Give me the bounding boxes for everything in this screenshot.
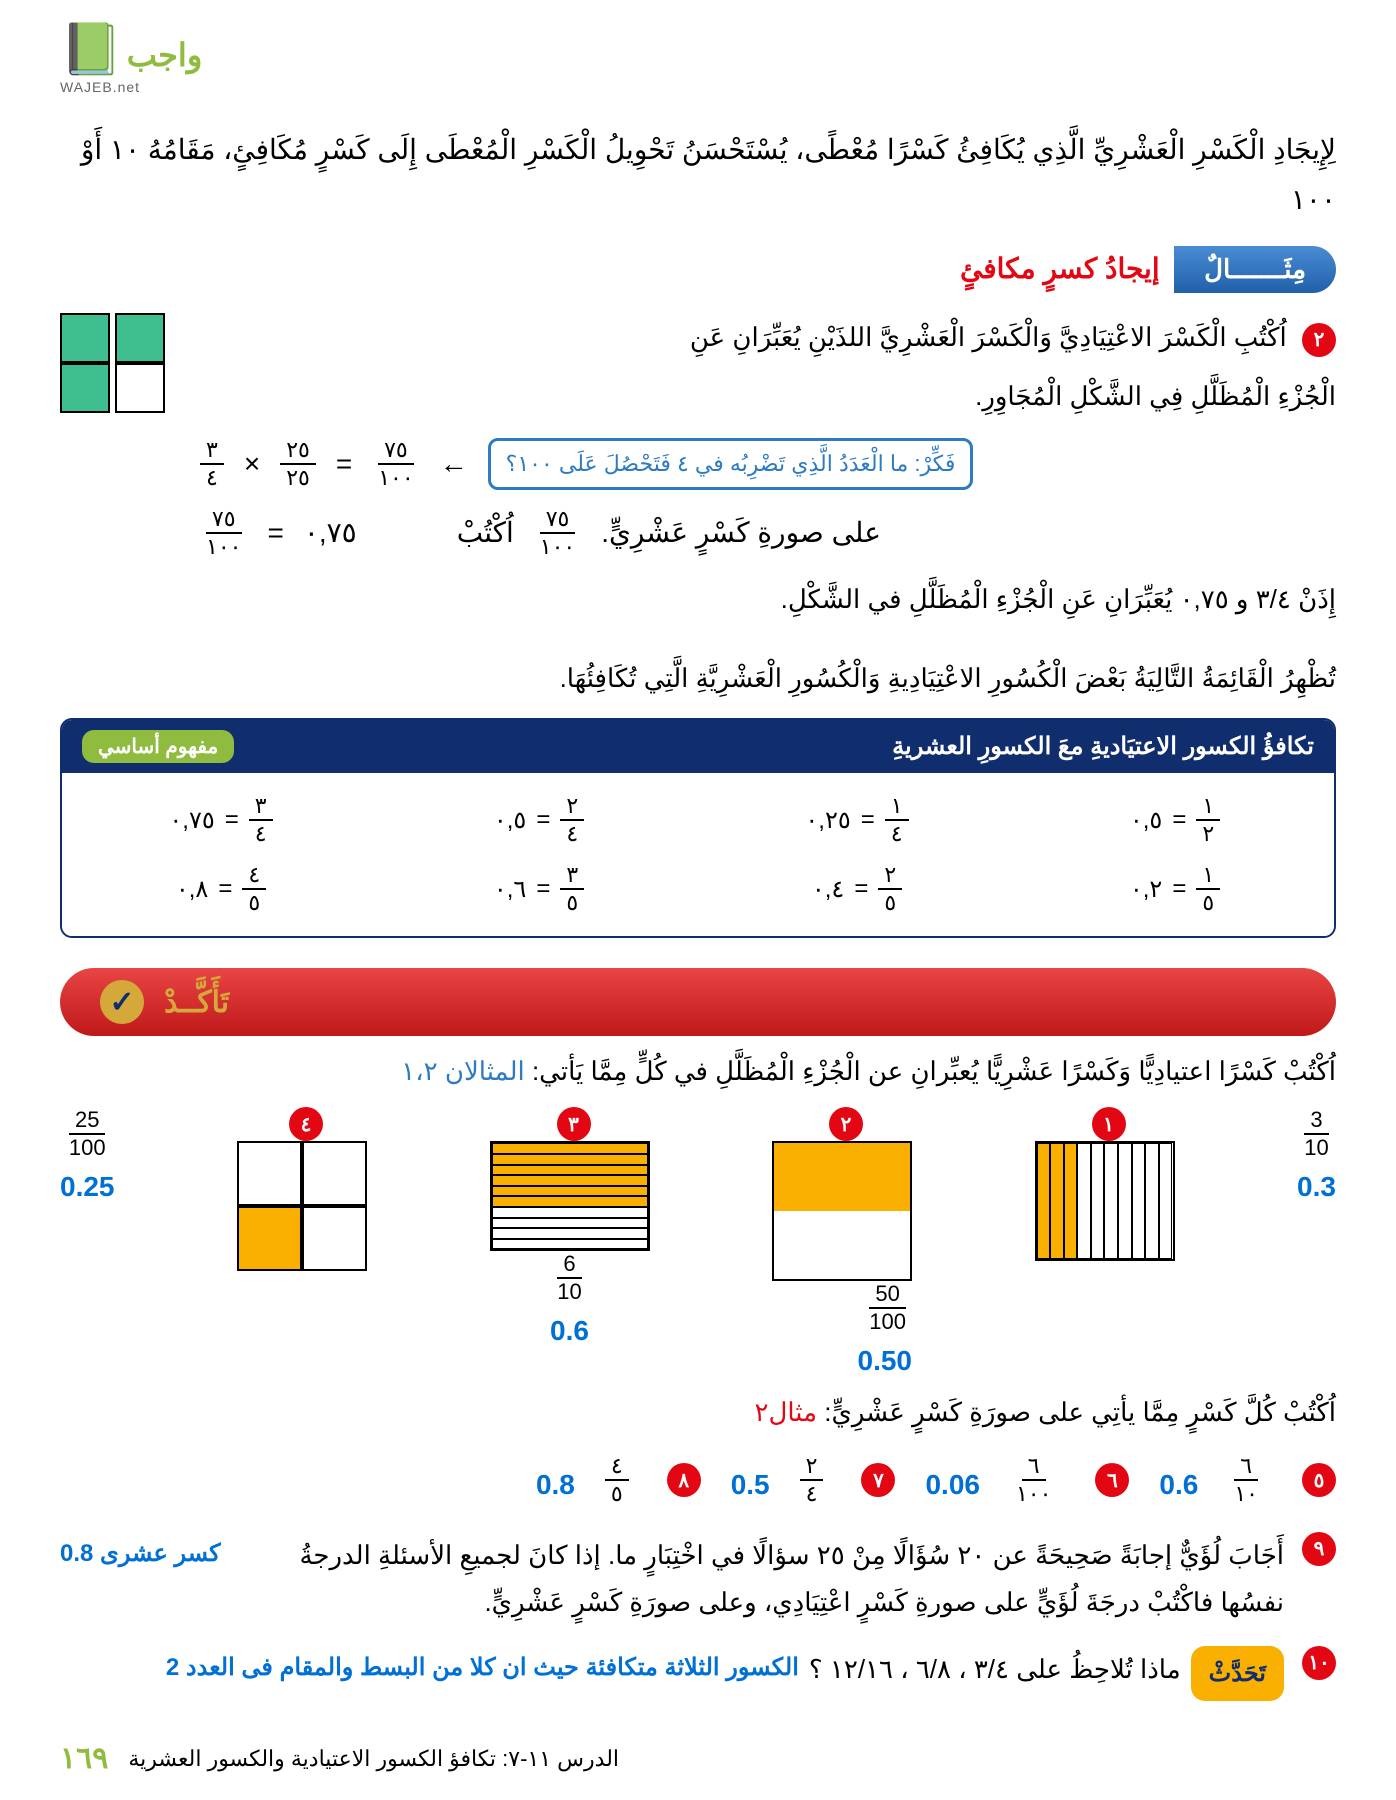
exercises-1: 25100 0.25 ٤ ٣ 610 0.6 ٢ 50100 0.50 ١ 31… xyxy=(60,1107,1336,1377)
table-title: تكافؤُ الكسور الاعتيَاديةِ معَ الكسورِ ا… xyxy=(892,732,1314,761)
talk-answer: الكسور الثلاثة متكافئة حيث ان كلا من الب… xyxy=(166,1646,799,1689)
ex-header-2: اُكْتُبْ كُلَّ كَسْرٍ مِمَّا يأتِي على ص… xyxy=(60,1397,1336,1428)
checkmark-icon: ✓ xyxy=(100,980,144,1024)
ex2-shape: ٢ 50100 0.50 xyxy=(772,1107,912,1377)
example-title: إيجادُ كسرٍ مكافئٍ xyxy=(960,252,1160,285)
example-2-block: ٢ اُكْتُبِ الْكَسْرَ الاعْتِيَادِيَّ وَا… xyxy=(60,313,1336,634)
talk-10: ١٠ تَحَدَّثْ ماذا تُلاحِظُ على ٣/٤ ، ٦/٨… xyxy=(60,1646,1336,1701)
ex2-calc: فَكِّرْ: ما الْعَدَدُ الَّذِي تَضْرِبُه … xyxy=(200,437,1336,491)
ex-header-1: اُكْتُبْ كَسْرًا اعتيادِيًّا وَكَسْرًا ع… xyxy=(60,1056,1336,1087)
logo-en: WAJEB.net xyxy=(60,79,1336,95)
ex1-ans: 310 0.3 xyxy=(1297,1107,1336,1203)
badge-10: ١٠ xyxy=(1302,1646,1336,1680)
talk-label: تَحَدَّثْ xyxy=(1191,1646,1284,1701)
badge-2: ٢ xyxy=(1302,323,1336,357)
ex3-shape: ٣ 610 0.6 xyxy=(490,1107,650,1347)
wp-answer: كسر عشرى 0.8 xyxy=(60,1532,221,1575)
book-icon: 📗 xyxy=(60,20,122,79)
exercises-2: ٥ ٦١٠ 0.6 ٦ ٦١٠٠ 0.06 ٧ ٢٤ 0.5 ٨ ٤٥ 0.8 xyxy=(60,1453,1336,1507)
ex2-line3: على صورةِ كَسْرٍ عَشْرِيٍّ. ٧٥١٠٠ اُكْتُ… xyxy=(200,506,1336,560)
check-text: تَأَكَّــدْ xyxy=(164,985,229,1020)
ex2-line2: الْجُزْءِ الْمُظَلَّلِ فِي الشَّكْلِ الْ… xyxy=(200,372,1336,421)
intro-text: لِإِيجَادِ الْكَسْرِ الْعَشْرِيِّ الَّذِ… xyxy=(60,125,1336,226)
logo-header: 📗 واجب WAJEB.net xyxy=(60,20,1336,95)
ex2-line1: ٢ اُكْتُبِ الْكَسْرَ الاعْتِيَادِيَّ وَا… xyxy=(200,313,1336,362)
ex1-shape: ١ xyxy=(1035,1107,1175,1261)
badge-9: ٩ xyxy=(1302,1532,1336,1566)
lesson-ref: الدرس ١١-٧: تكافؤ الكسور الاعتيادية والك… xyxy=(128,1746,619,1772)
ex4: 25100 0.25 xyxy=(60,1107,115,1203)
example-tab: مِثَـــــــالٌ xyxy=(1174,246,1336,293)
check-banner: تَأَكَّــدْ ✓ xyxy=(60,968,1336,1036)
example-header: مِثَـــــــالٌ إيجادُ كسرٍ مكافئٍ xyxy=(60,246,1336,293)
ex4-shape: ٤ xyxy=(237,1107,367,1271)
equivalence-table: تكافؤُ الكسور الاعتيَاديةِ معَ الكسورِ ا… xyxy=(60,718,1336,938)
shaded-grid-diagram xyxy=(60,313,170,413)
word-problem-9: ٩ أَجَابَ لُؤَيٌّ إجابَةً صَحِيحَةً عن ٢… xyxy=(60,1532,1336,1626)
page-footer: الدرس ١١-٧: تكافؤ الكسور الاعتيادية والك… xyxy=(60,1741,1336,1776)
logo-ar: واجب xyxy=(127,37,203,73)
table-body: ١٢ = ٠,٥ ١٤ = ٠,٢٥ ٢٤ = ٠,٥ ٣٤ = ٠,٧٥ ١٥… xyxy=(62,773,1334,936)
think-box: فَكِّرْ: ما الْعَدَدُ الَّذِي تَضْرِبُه … xyxy=(488,438,974,490)
ex2-line4: إِذَنْ ٣/٤ و ٠,٧٥ يُعَبِّرَانِ عَنِ الْج… xyxy=(200,575,1336,624)
concept-tab: مفهوم أساسي xyxy=(82,730,234,763)
table-intro: تُظْهِرُ الْقَائِمَةُ التَّالِيَةُ بَعْض… xyxy=(60,654,1336,703)
page-number: ١٦٩ xyxy=(60,1741,108,1776)
